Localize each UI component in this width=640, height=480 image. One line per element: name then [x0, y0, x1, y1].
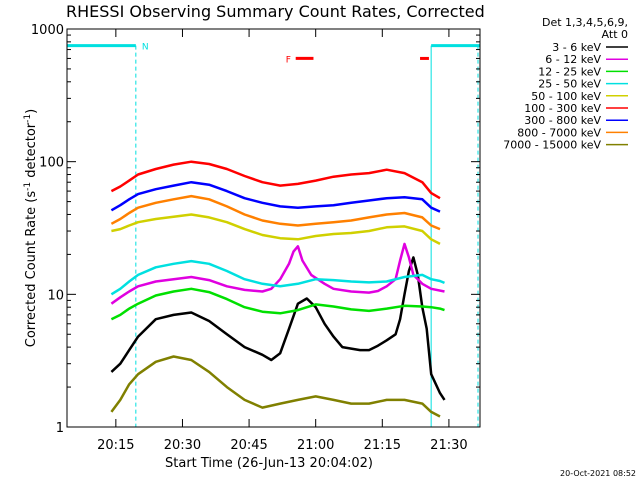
legend-label-6: 300 - 800 keV — [524, 114, 601, 127]
x-tick-label-4: 21:15 — [364, 438, 401, 453]
y-axis-label-mid: detector — [24, 122, 39, 182]
y-tick-label-3: 1000 — [31, 23, 64, 38]
legend-attenuator: Att 0 — [602, 28, 628, 41]
x-axis-label: Start Time (26-Jun-13 20:04:02) — [165, 456, 373, 471]
axis-ticks — [67, 28, 480, 428]
y-axis-label-main: Corrected Count Rate (s — [24, 191, 39, 348]
flare-flag-label: F — [286, 55, 291, 65]
y-tick-label-2: 100 — [39, 156, 64, 171]
legend-detectors: Det 1,3,4,5,6,9, — [542, 16, 628, 29]
y-axis-label: Corrected Count Rate (s-1 detector-1) — [23, 109, 39, 347]
y-axis-label-sup2: -1 — [23, 114, 33, 123]
series-line-4 — [111, 213, 441, 246]
legend-label-2: 12 - 25 keV — [538, 65, 601, 78]
series-line-5 — [110, 160, 441, 200]
series-line-3 — [110, 259, 445, 296]
plot-area: NF — [66, 28, 481, 428]
series-line-0 — [110, 256, 446, 401]
x-tick-label-5: 21:30 — [430, 438, 467, 453]
x-tick-label-1: 20:30 — [164, 438, 201, 453]
series-line-7 — [110, 194, 441, 231]
series-line-1 — [110, 242, 445, 305]
x-tick-label-3: 21:00 — [297, 438, 334, 453]
legend-label-7: 800 - 7000 keV — [517, 126, 601, 139]
data-layer: NF — [67, 43, 480, 427]
legend-label-0: 3 - 6 keV — [552, 41, 601, 54]
y-tick-label-1: 10 — [47, 288, 64, 303]
plot-frame — [66, 28, 481, 428]
series-line-6 — [110, 180, 441, 213]
legend-label-4: 50 - 100 keV — [531, 90, 601, 103]
y-axis-label-end: ) — [24, 109, 39, 114]
night-flag-label: N — [142, 43, 149, 53]
series-line-2 — [110, 287, 445, 321]
legend-label-3: 25 - 50 keV — [538, 78, 601, 91]
x-tick-label-0: 20:15 — [97, 438, 134, 453]
y-axis-label-sup1: -1 — [23, 182, 33, 191]
timestamp: 20-Oct-2021 08:52 — [560, 469, 636, 478]
legend-label-1: 6 - 12 keV — [545, 53, 601, 66]
y-tick-label-0: 1 — [56, 421, 64, 436]
series-line-8 — [110, 355, 441, 418]
legend-label-5: 100 - 300 keV — [524, 102, 601, 115]
chart-title: RHESSI Observing Summary Count Rates, Co… — [66, 2, 485, 21]
legend-label-8: 7000 - 15000 keV — [503, 139, 601, 152]
x-tick-label-2: 20:45 — [230, 438, 267, 453]
